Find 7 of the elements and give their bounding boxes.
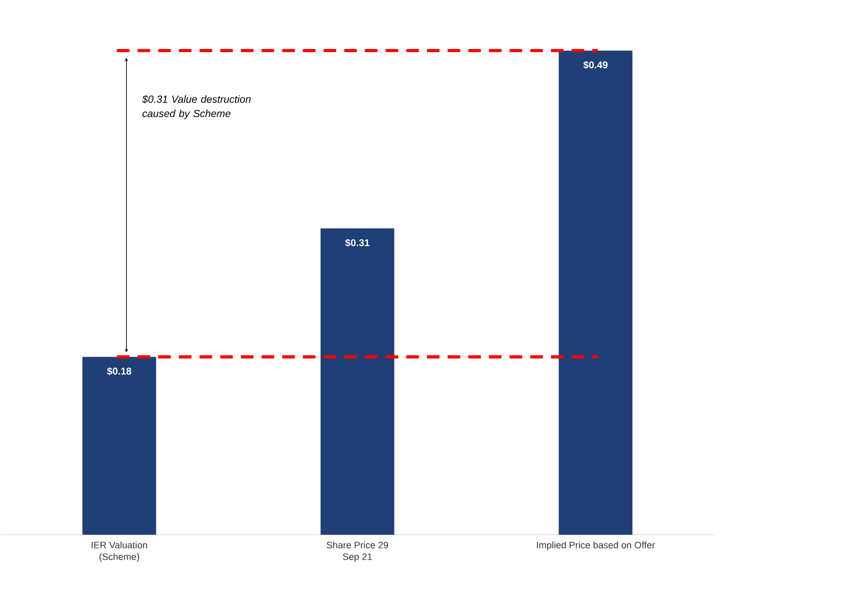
annotation: $0.31 Value destruction caused by Scheme [142,95,251,120]
x-tick-label: Implied Price based on Offer [536,542,655,550]
data-label: $0.31 [345,238,370,247]
data-label: $0.18 [107,367,132,376]
x-tick-label: Share Price 29 Sep 21 [326,542,388,562]
x-tick-label: IER Valuation (Scheme) [92,542,148,562]
data-label: $0.49 [583,61,608,70]
